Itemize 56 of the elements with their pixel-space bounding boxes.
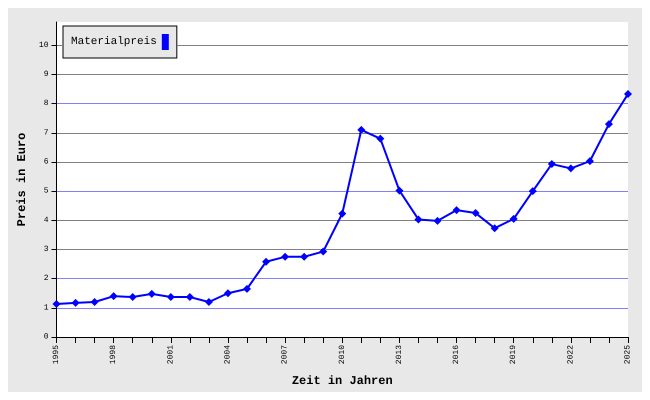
y-tick-label: 4 <box>44 216 49 225</box>
y-tick-label: 6 <box>44 158 49 166</box>
point <box>243 284 251 293</box>
point <box>281 252 290 261</box>
point <box>166 293 175 302</box>
point <box>128 293 137 302</box>
point <box>376 134 384 143</box>
point <box>490 224 499 232</box>
point <box>357 126 366 134</box>
point <box>434 216 442 225</box>
y-tick-label: 9 <box>44 70 49 79</box>
point <box>319 248 328 256</box>
point <box>604 120 613 128</box>
point <box>472 209 480 218</box>
y-tick-label: 3 <box>44 245 49 254</box>
point <box>548 160 556 168</box>
x-tick-label: 1998 <box>109 344 118 364</box>
x-tick-label: 2022 <box>566 344 576 364</box>
y-tick-label: 8 <box>44 99 49 108</box>
y-tick-label: 0 <box>44 332 49 342</box>
point <box>148 290 156 298</box>
legend-label: Materialpreis <box>70 36 157 48</box>
y-tick-label: 10 <box>38 40 49 50</box>
point <box>110 292 118 300</box>
x-tick-label: 2019 <box>509 344 518 364</box>
y-axis-title: Preis in Euro <box>15 132 29 226</box>
point <box>624 90 632 98</box>
x-tick-label: 2025 <box>624 344 632 364</box>
x-tick-label: 2007 <box>280 344 290 364</box>
point <box>566 164 575 172</box>
x-tick-label: 1995 <box>52 344 61 364</box>
point <box>452 206 461 214</box>
y-tick-label: 7 <box>44 128 49 138</box>
point <box>586 157 594 166</box>
point <box>52 300 60 308</box>
x-tick-label: 2004 <box>223 344 232 364</box>
x-tick-label: 2016 <box>452 344 462 364</box>
x-tick-label: 2010 <box>338 344 347 364</box>
point <box>300 252 308 261</box>
x-tick-label: 2001 <box>166 344 176 364</box>
point <box>204 298 213 306</box>
x-tick-label: 2013 <box>394 344 404 364</box>
point <box>528 187 537 196</box>
point <box>338 210 346 218</box>
point <box>90 298 99 306</box>
point <box>414 215 422 224</box>
point <box>395 186 404 195</box>
x-axis-title: Zeit in Jahren <box>292 374 393 388</box>
point <box>224 289 232 298</box>
point <box>186 293 194 302</box>
y-tick-label: 5 <box>44 186 49 196</box>
y-tick-label: 2 <box>44 274 49 284</box>
point <box>72 298 80 307</box>
point <box>510 214 518 223</box>
y-tick-label: 1 <box>44 303 49 312</box>
point <box>262 258 270 266</box>
